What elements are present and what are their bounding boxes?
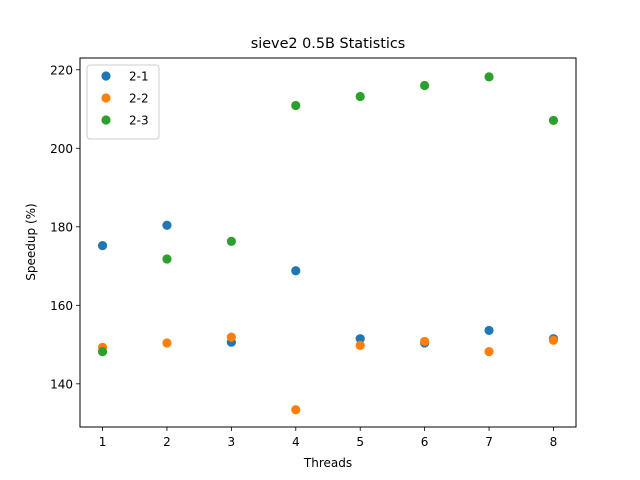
data-point	[226, 236, 236, 246]
data-point	[162, 220, 172, 230]
x-tick-label: 1	[99, 435, 107, 449]
data-point	[484, 72, 494, 82]
legend: 2-1 2-2 2-3	[86, 64, 160, 140]
x-tick-label: 2	[163, 435, 171, 449]
y-axis: 140 160 180 200 220	[50, 63, 80, 391]
x-tick-label: 8	[550, 435, 558, 449]
axes-frame	[79, 57, 577, 428]
x-tick-label: 7	[485, 435, 493, 449]
y-tick-label: 200	[50, 142, 73, 156]
legend-label: 2-1	[129, 70, 149, 84]
data-point	[420, 80, 430, 91]
legend-marker	[101, 115, 111, 125]
data-point	[420, 336, 430, 347]
data-point	[226, 332, 236, 342]
data-point	[291, 100, 301, 111]
series-2-3	[97, 72, 559, 357]
data-point	[355, 91, 365, 102]
y-tick-label: 160	[50, 299, 73, 313]
x-axis-label: Threads	[303, 456, 352, 470]
legend-label: 2-2	[129, 92, 149, 106]
data-point	[355, 340, 365, 350]
data-point	[162, 338, 172, 348]
x-axis: 1 2 3 4 5 6 7 8	[99, 427, 558, 449]
data-point	[548, 115, 559, 126]
data-point	[97, 241, 108, 251]
data-point	[548, 335, 559, 345]
x-tick-label: 6	[421, 435, 429, 449]
data-point	[162, 254, 172, 264]
data-point	[484, 325, 494, 336]
legend-marker	[101, 93, 111, 103]
data-point	[97, 347, 108, 357]
data-point	[355, 334, 365, 344]
legend-marker	[101, 71, 111, 81]
plot-area	[97, 72, 559, 415]
data-point	[484, 347, 494, 357]
y-tick-label: 140	[50, 377, 73, 391]
chart-title: sieve2 0.5B Statistics	[251, 36, 406, 52]
y-tick-label: 220	[50, 63, 73, 77]
data-point	[291, 405, 301, 415]
legend-label: 2-3	[129, 114, 149, 128]
x-tick-label: 3	[228, 435, 236, 449]
x-tick-label: 5	[356, 435, 364, 449]
y-axis-label: Speedup (%)	[24, 203, 38, 280]
data-point	[291, 266, 301, 276]
y-tick-label: 180	[50, 220, 73, 234]
x-tick-label: 4	[292, 435, 300, 449]
